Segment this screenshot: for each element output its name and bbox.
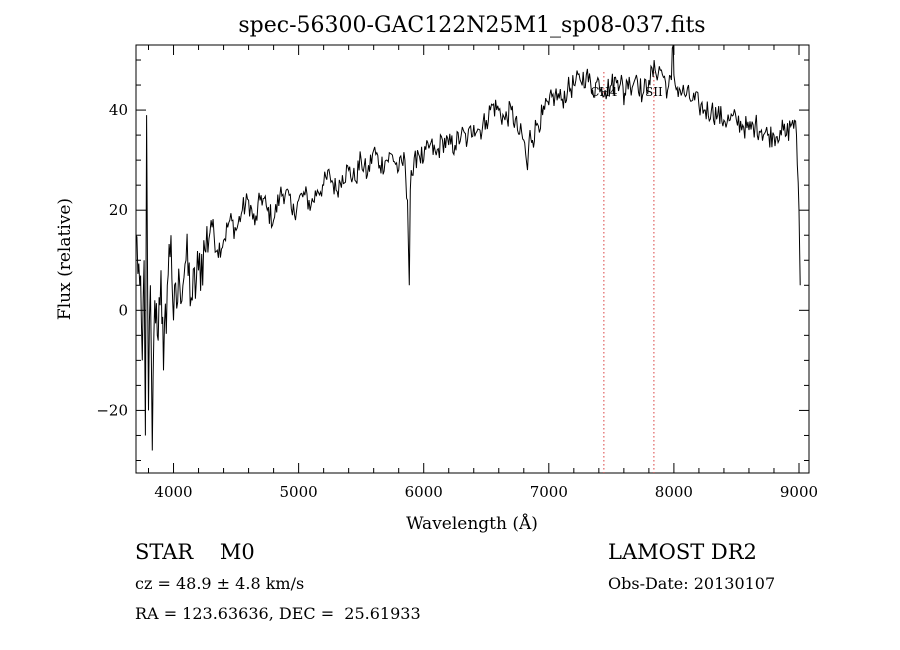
axis-ticks [136,45,809,473]
survey-name: LAMOST DR2 [608,540,757,564]
y-tick-label: 20 [109,201,128,219]
object-class: STAR M0 [135,540,255,564]
y-tick-label: −20 [96,401,128,419]
reference-line-label: SII [645,85,663,99]
x-tick-label: 9000 [780,483,818,501]
chart-title: spec-56300-GAC122N25M1_sp08-037.fits [238,13,705,38]
x-tick-label: 4000 [154,483,192,501]
x-tick-label: 7000 [530,483,568,501]
x-tick-label: 6000 [405,483,443,501]
redshift-velocity: cz = 48.9 ± 4.8 km/s [135,574,305,593]
y-tick-label: 40 [109,101,128,119]
x-axis-label: Wavelength (Å) [406,513,538,534]
tick-labels: 4000 5000 6000 7000 8000 9000 −20 0 20 40 [96,101,818,501]
x-tick-label: 8000 [655,483,693,501]
x-tick-label: 5000 [280,483,318,501]
reference-lines: CH4 SII [590,72,663,473]
y-tick-label: 0 [118,301,128,319]
reference-line-label: CH4 [590,85,618,99]
coordinates: RA = 123.63636, DEC = 25.61933 [135,604,421,623]
y-axis-label: Flux (relative) [55,198,75,320]
observation-date: Obs-Date: 20130107 [608,574,776,593]
plot-frame [135,44,810,474]
spectrum-series-line [135,44,801,451]
